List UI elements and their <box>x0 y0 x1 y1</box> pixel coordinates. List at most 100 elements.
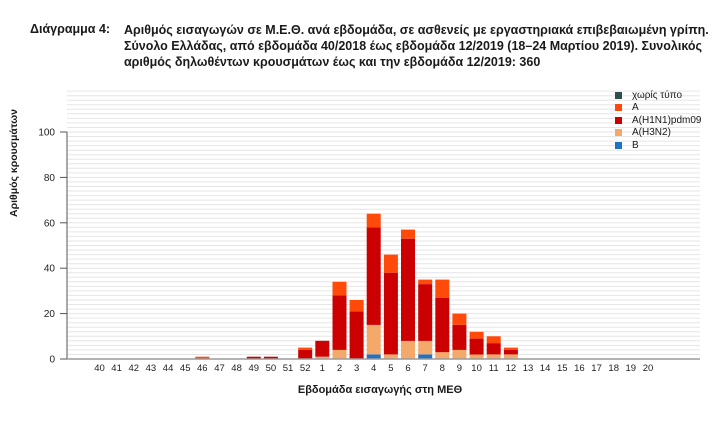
x-tick-label: 3 <box>354 363 359 374</box>
x-tick-label: 13 <box>523 363 534 374</box>
x-tick-label: 49 <box>249 363 260 374</box>
legend-item: A(H3N2) <box>615 127 701 140</box>
x-tick-label: 7 <box>423 363 428 374</box>
x-tick-label: 50 <box>266 363 277 374</box>
bar-segment <box>383 272 398 355</box>
bar-segment <box>503 347 518 350</box>
x-tick-label: 1 <box>320 363 325 374</box>
bar-segment <box>383 254 398 273</box>
legend: χωρίς τύπο A A(H1N1)pdm09 A(H3N2) B <box>615 89 701 152</box>
x-tick-label: 51 <box>283 363 294 374</box>
x-tick-label: 2 <box>337 363 342 374</box>
y-tick-label: 40 <box>44 264 56 275</box>
x-tick-label: 8 <box>440 363 445 374</box>
x-tick-label: 15 <box>557 363 568 374</box>
bar-segment <box>452 349 467 359</box>
bar-segment <box>349 300 364 312</box>
y-axis-title: Αριθμός κρουσμάτων <box>8 109 20 217</box>
y-tick-label: 60 <box>44 218 56 229</box>
legend-item: A <box>615 102 701 115</box>
bar-segment <box>486 354 501 359</box>
bar-segment <box>195 356 210 359</box>
bar-segment <box>435 352 450 359</box>
bar-segment <box>383 354 398 359</box>
x-tick-label: 17 <box>591 363 602 374</box>
bar-segment <box>435 297 450 353</box>
legend-label: A(H3N2) <box>632 127 671 139</box>
legend-label: χωρίς τύπο <box>632 89 683 101</box>
legend-item: A(H1N1)pdm09 <box>615 114 701 127</box>
x-tick-label: 20 <box>643 363 654 374</box>
figure-label: Διάγραμμα 4: <box>30 22 111 36</box>
bar-segment <box>401 229 415 239</box>
bar-segment <box>366 227 381 325</box>
x-tick-label: 40 <box>94 363 105 374</box>
bar-segment <box>401 340 415 359</box>
x-tick-label: 10 <box>471 363 482 374</box>
y-tick-label: 20 <box>44 309 56 320</box>
bar-segment <box>503 354 518 359</box>
bar-segment <box>315 356 330 359</box>
y-tick-label: 100 <box>38 128 55 139</box>
x-tick-label: 41 <box>111 363 122 374</box>
x-tick-label: 5 <box>388 363 393 374</box>
x-tick-label: 45 <box>180 363 191 374</box>
legend-swatch-icon <box>615 104 622 112</box>
legend-swatch-icon <box>615 141 622 149</box>
gridlines <box>67 90 700 355</box>
bar-segment <box>298 349 313 359</box>
x-tick-label: 11 <box>489 363 499 374</box>
x-tick-label: 16 <box>574 363 585 374</box>
legend-label: A <box>632 102 639 114</box>
bar-segment <box>469 331 484 339</box>
legend-label: B <box>632 139 639 151</box>
bar-segment <box>332 281 347 296</box>
x-tick-label: 18 <box>608 363 619 374</box>
x-tick-label: 48 <box>231 363 242 374</box>
x-tick-label: 42 <box>129 363 140 374</box>
legend-label: A(H1N1)pdm09 <box>632 114 702 126</box>
x-tick-label: 52 <box>300 363 311 374</box>
bar-segment <box>315 340 330 357</box>
figure-title: Αριθμός εισαγωγών σε Μ.Ε.Θ. ανά εβδομάδα… <box>124 23 709 69</box>
bar-segment <box>418 340 433 355</box>
bar-segment <box>332 295 347 350</box>
bar-segment <box>366 324 381 355</box>
bar-segment <box>246 356 261 359</box>
bar-segment <box>332 349 347 359</box>
bar-segment <box>469 354 484 359</box>
bar-segment <box>435 279 450 298</box>
y-tick-label: 80 <box>44 173 56 184</box>
x-tick-label: 47 <box>214 363 225 374</box>
bar-segment <box>401 238 415 341</box>
x-tick-label: 12 <box>506 363 517 374</box>
bar-segment <box>486 343 501 355</box>
x-tick-label: 9 <box>457 363 462 374</box>
y-tick-label: 0 <box>49 355 55 366</box>
bar-segment <box>469 338 484 355</box>
bar-segment <box>298 347 313 350</box>
x-tick-label: 4 <box>371 363 376 374</box>
bar-segment <box>486 336 501 344</box>
bar-segment <box>366 354 381 359</box>
legend-swatch-icon <box>615 129 622 137</box>
legend-swatch-icon <box>615 91 622 99</box>
axes: 40 41 42 43 44 45 46 47 48 49 50 51 52 1 2 3 4 5 6 7 8 9 10 11 1… <box>38 128 700 374</box>
legend-swatch-icon <box>615 116 622 124</box>
x-tick-label: 14 <box>540 363 551 374</box>
x-tick-label: 44 <box>163 363 174 374</box>
legend-item: χωρίς τύπο <box>615 89 701 102</box>
bar-segment <box>418 284 433 341</box>
bar-segment <box>418 279 433 285</box>
x-tick-label: 6 <box>405 363 410 374</box>
x-tick-label: 43 <box>146 363 157 374</box>
bar-segment <box>366 213 381 228</box>
bar-segment <box>452 313 467 325</box>
bars <box>195 213 518 359</box>
bar-segment <box>452 324 467 350</box>
bar-segment <box>263 356 278 359</box>
legend-item: B <box>615 139 701 152</box>
bar-segment <box>418 354 433 359</box>
x-axis-title: Εβδομάδα εισαγωγής στη ΜΕΘ <box>297 384 463 396</box>
